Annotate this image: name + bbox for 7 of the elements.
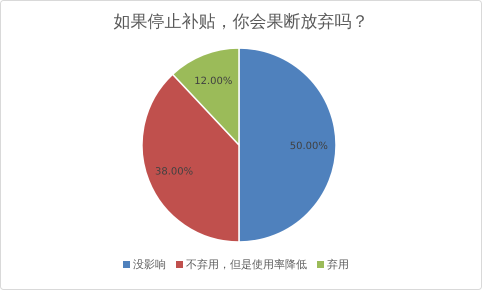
data-label: 38.00%	[154, 166, 194, 178]
legend-label: 不弃用，但是使用率降低	[186, 258, 307, 271]
chart-title: 如果停止补贴，你会果断放弃吗？	[114, 12, 368, 32]
legend-label: 没影响	[133, 258, 166, 271]
data-label: 12.00%	[194, 76, 232, 88]
legend-label: 弃用	[327, 258, 349, 271]
data-label: 50.00%	[290, 141, 328, 152]
